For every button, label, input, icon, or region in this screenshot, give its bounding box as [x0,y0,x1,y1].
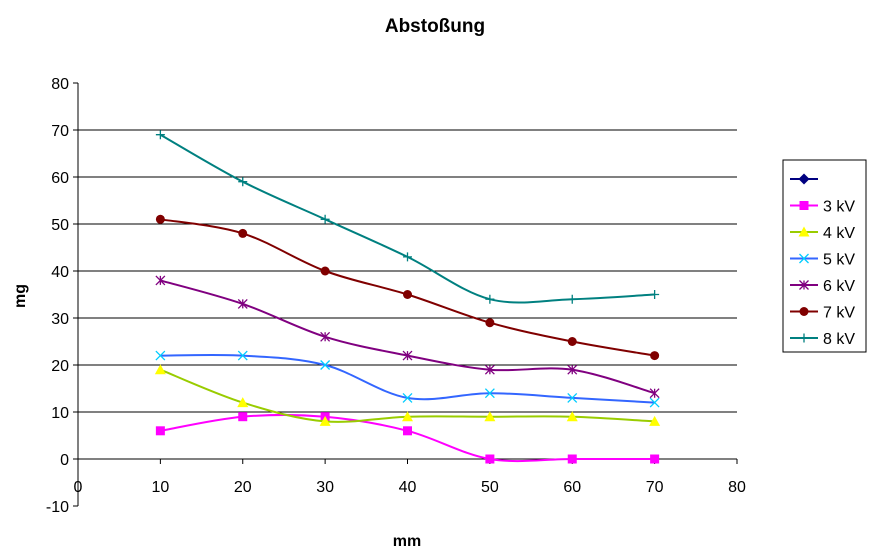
x-axis-label: mm [393,533,421,550]
legend-label: 6 kV [823,278,855,295]
data-point [320,331,331,342]
data-point [484,411,496,422]
data-point [650,290,660,299]
data-point [237,397,249,408]
data-point [155,214,165,224]
legend-marker [799,253,809,264]
data-point [154,364,166,375]
data-point [567,392,578,403]
data-point [566,411,578,422]
data-point [238,412,248,422]
series-line [160,218,655,357]
x-tick-label: 10 [151,479,169,496]
data-point [155,275,166,286]
data-point [237,350,248,361]
series-8-kV [155,130,660,304]
data-point [650,351,660,361]
legend-marker [798,173,810,185]
legend-marker [799,307,809,316]
y-tick-label: 30 [51,311,69,328]
data-point [485,454,495,464]
x-tick-label: 60 [563,479,581,496]
x-tick-label: 70 [646,479,664,496]
y-tick-label: 60 [51,170,69,187]
x-tick-label: 40 [399,479,417,496]
data-point [155,130,165,140]
series-5-kV [155,350,660,408]
x-tick-label: 30 [316,479,334,496]
legend-marker [798,226,810,237]
data-point [319,415,331,426]
data-point [402,411,413,422]
legend-label: 8 kV [823,331,855,348]
series-7-kV [155,214,660,361]
x-tick-label: 0 [74,479,83,496]
data-point [155,426,165,436]
x-tick-label: 80 [728,479,746,496]
data-point [485,294,495,304]
legend-label: 5 kV [823,252,855,269]
data-point [238,228,248,238]
data-point [567,294,577,304]
data-point [567,364,578,375]
y-tick-label: -10 [46,499,69,516]
y-axis-label: mg [12,284,29,308]
legend-label: 4 kV [823,225,855,242]
data-point [320,214,330,224]
data-point [237,298,248,309]
y-tick-label: 70 [51,123,69,140]
data-point [649,397,660,408]
data-point [649,388,660,399]
y-tick-label: 10 [51,405,69,422]
legend-marker [799,201,809,210]
series-6-kV [155,275,660,399]
series-line [159,133,655,304]
data-point [320,266,330,276]
y-tick-label: 20 [51,358,69,375]
data-point [650,454,660,464]
data-point [403,426,412,436]
legend-marker [799,333,809,343]
data-point [485,318,495,328]
y-tick-label: 80 [51,76,69,93]
data-point [403,290,412,299]
data-point [484,364,495,375]
y-tick-label: 40 [51,264,69,281]
data-point [320,360,331,370]
data-point [155,350,166,361]
data-point [567,454,577,464]
y-tick-label: 50 [51,217,69,234]
legend-marker [799,280,809,290]
data-point [567,337,577,346]
data-point [402,350,413,361]
series-line [160,353,655,404]
data-point [649,415,661,426]
series-line [160,413,655,463]
series-4-kV [154,364,661,426]
legend-box [782,159,867,353]
y-tick-label: 0 [60,452,69,469]
x-tick-label: 50 [481,479,499,496]
data-point [402,392,413,403]
data-point [403,252,412,262]
data-point [238,177,248,187]
data-point [484,388,495,399]
x-tick-label: 20 [234,479,252,496]
legend-label: 3 kV [823,199,855,216]
legend-label: 7 kV [823,305,855,322]
chart-title: Abstoßung [385,16,485,37]
series-3-kV [155,412,660,464]
